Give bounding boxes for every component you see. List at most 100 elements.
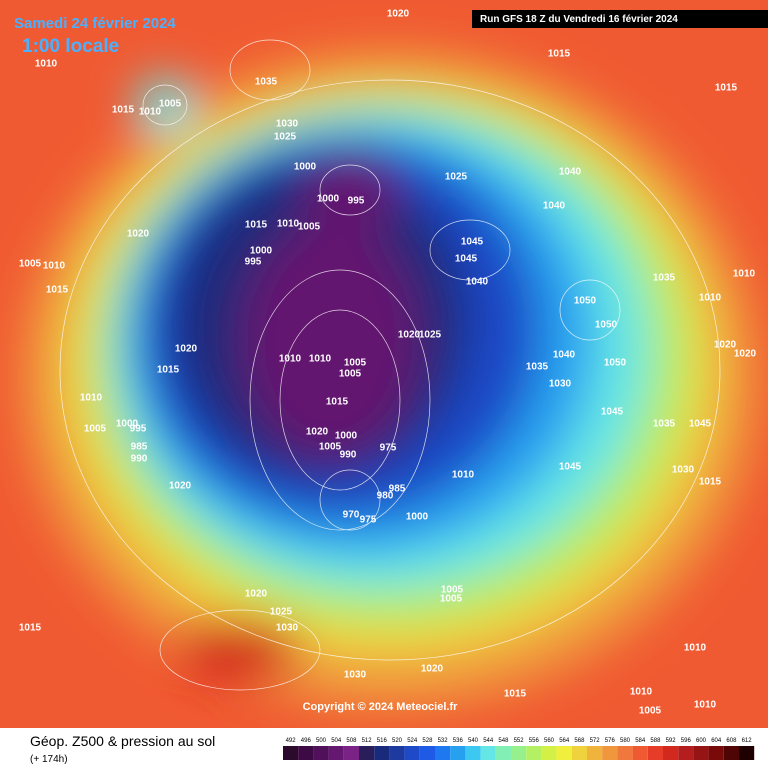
isobar-label: 1000 [250,246,273,257]
colorbar-swatch [389,746,405,760]
isobar-label: 975 [380,443,397,454]
isobar-label: 1025 [445,172,468,183]
colorbar-swatch [678,746,694,760]
isobar-label: 1005 [84,424,107,435]
colorbar-tick: 520 [392,738,403,744]
isobar-label: 975 [360,515,377,526]
isobar-label: 1020 [175,344,198,355]
isobar-label: 1025 [270,607,293,618]
isobar-label: 1045 [461,237,484,248]
isobar-label: 1000 [406,512,429,523]
isobar-label: 1030 [549,379,572,390]
isobar-label: 1000 [294,162,317,173]
colorbar-swatch [283,746,299,760]
colorbar-tick: 544 [483,738,494,744]
colorbar-swatch [708,746,724,760]
colorbar-tick: 532 [438,738,449,744]
colorbar-tick: 568 [574,738,585,744]
colorbar-swatch [647,746,663,760]
isobar-label: 1005 [159,99,182,110]
isobar-label: 985 [131,442,148,453]
copyright: Copyright © 2024 Meteociel.fr [303,701,459,713]
isobar-label: 1050 [604,358,627,369]
isobar-label: 1030 [344,670,367,681]
isobar-label: 1010 [277,219,300,230]
forecast-date: Samedi 24 février 2024 [14,15,176,32]
isobar-label: 1040 [466,277,489,288]
isobar-label: 1010 [694,700,717,711]
isobar-label: 1010 [139,107,162,118]
isobar-label: 1015 [504,689,527,700]
colorbar-tick: 504 [331,738,342,744]
isobar-label: 1030 [672,465,695,476]
isobar-label: 1030 [276,119,299,130]
colorbar-swatch [617,746,633,760]
isobar-label: 1020 [734,349,757,360]
isobar-label: 1005 [319,442,342,453]
isobar-label: 1030 [276,623,299,634]
colorbar-tick: 548 [498,738,509,744]
colorbar-tick: 500 [316,738,327,744]
colorbar-tick: 492 [286,738,297,744]
run-info: Run GFS 18 Z du Vendredi 16 février 2024 [480,14,678,25]
isobar-label: 1005 [440,594,463,605]
isobar-label: 970 [343,510,360,521]
isobar-label: 1010 [733,269,756,280]
forecast-time: 1:00 locale [22,36,119,57]
colorbar-tick: 564 [559,738,570,744]
colorbar-swatch [374,746,390,760]
isobar-label: 1020 [169,481,192,492]
isobar-label: 1010 [35,59,58,70]
colorbar-swatch [571,746,587,760]
colorbar-tick: 508 [346,738,357,744]
colorbar-swatch [526,746,542,760]
colorbar-swatch [632,746,648,760]
isobar-label: 1010 [279,354,302,365]
isobar-label: 980 [377,491,394,502]
colorbar-swatch [450,746,466,760]
colorbar-tick: 528 [422,738,433,744]
isobar-label: 1015 [699,477,722,488]
isobar-label: 1015 [157,365,180,376]
isobar-label: 1005 [639,706,662,717]
isobar-label: 1000 [116,419,139,430]
isobar-label: 1035 [653,273,676,284]
isobar-label: 1015 [19,623,42,634]
isobar-label: 1045 [689,419,712,430]
colorbar-tick: 496 [301,738,312,744]
colorbar-swatch [435,746,451,760]
colorbar-tick: 604 [711,738,722,744]
isobar-label: 1020 [421,664,444,675]
isobar-label: 990 [340,450,357,461]
isobar-label: 1010 [309,354,332,365]
colorbar-swatch [480,746,496,760]
colorbar-swatch [465,746,481,760]
isobar-label: 1025 [419,330,442,341]
colorbar-swatch [739,746,755,760]
colorbar-tick: 536 [453,738,464,744]
isobar-label: 1005 [19,259,42,270]
colorbar-tick: 592 [666,738,677,744]
isobar-label: 1010 [80,393,103,404]
colorbar-swatch [298,746,314,760]
colorbar-tick: 580 [620,738,631,744]
isobar-label: 1050 [574,296,597,307]
colorbar-tick: 612 [742,738,753,744]
isobar-label: 1000 [317,194,340,205]
colorbar-swatch [556,746,572,760]
isobar-label: 1045 [559,462,582,473]
colorbar-tick: 572 [590,738,601,744]
isobar-label: 1010 [699,293,722,304]
colorbar-swatch [404,746,420,760]
isobar-label: 1040 [559,167,582,178]
isobar-label: 1020 [398,330,421,341]
isobar-label: 1010 [452,470,475,481]
isobar-label: 1010 [630,687,653,698]
isobar-label: 1000 [335,431,358,442]
colorbar-tick: 608 [726,738,737,744]
colorbar-swatch [328,746,344,760]
colorbar-tick: 584 [635,738,646,744]
colorbar-swatch [313,746,329,760]
isobar-label: 1020 [387,9,410,20]
